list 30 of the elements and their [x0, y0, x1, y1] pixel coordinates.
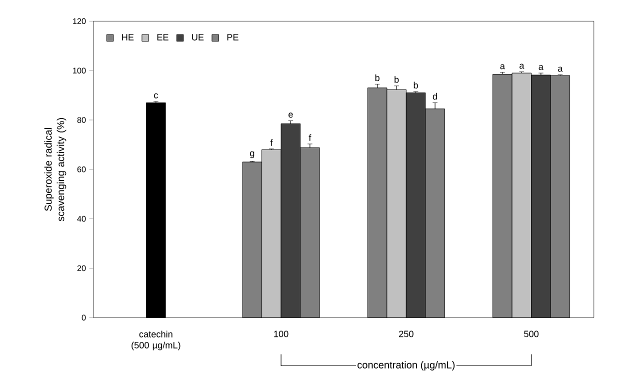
data-label: d	[432, 92, 438, 100]
data-label: f	[308, 134, 312, 141]
data-label: a	[520, 64, 524, 69]
x-tick-label: 100	[274, 330, 288, 338]
data-label: g	[250, 151, 254, 158]
x-axis-title: concentration (µg/mL)	[358, 360, 455, 370]
x-tick-label: 250	[399, 330, 414, 338]
y-tick-label: 100	[73, 68, 86, 74]
legend-label: EE	[157, 34, 168, 40]
data-label: b	[375, 74, 380, 81]
data-label: a	[558, 66, 563, 72]
data-label: e	[288, 112, 293, 118]
data-label: b	[394, 76, 399, 83]
data-label: c	[154, 93, 158, 98]
y-tick-label: 120	[73, 18, 86, 24]
y-tick-label: 40	[77, 216, 86, 222]
data-label: a	[538, 64, 544, 70]
y-tick-label: 80	[77, 117, 86, 123]
y-tick-label: 20	[77, 265, 86, 271]
y-axis-title: Superoxide radical scavenging activity (%)	[44, 118, 66, 222]
data-label: a	[500, 64, 505, 70]
legend-label: HE	[122, 34, 134, 40]
y-tick-label: 60	[77, 166, 86, 172]
legend-label: UE	[192, 34, 204, 40]
y-tick-label: 0	[82, 314, 86, 320]
data-label: b	[414, 82, 418, 88]
legend-label: PE	[227, 34, 238, 40]
data-label: f	[270, 139, 273, 146]
x-tick-label: 500	[524, 330, 539, 338]
x-tick-label: catechin (500 µg/mL)	[132, 330, 180, 350]
